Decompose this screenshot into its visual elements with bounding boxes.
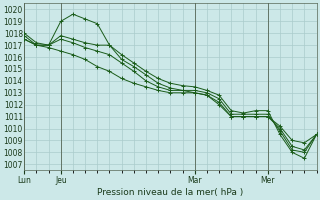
- X-axis label: Pression niveau de la mer( hPa ): Pression niveau de la mer( hPa ): [97, 188, 244, 197]
